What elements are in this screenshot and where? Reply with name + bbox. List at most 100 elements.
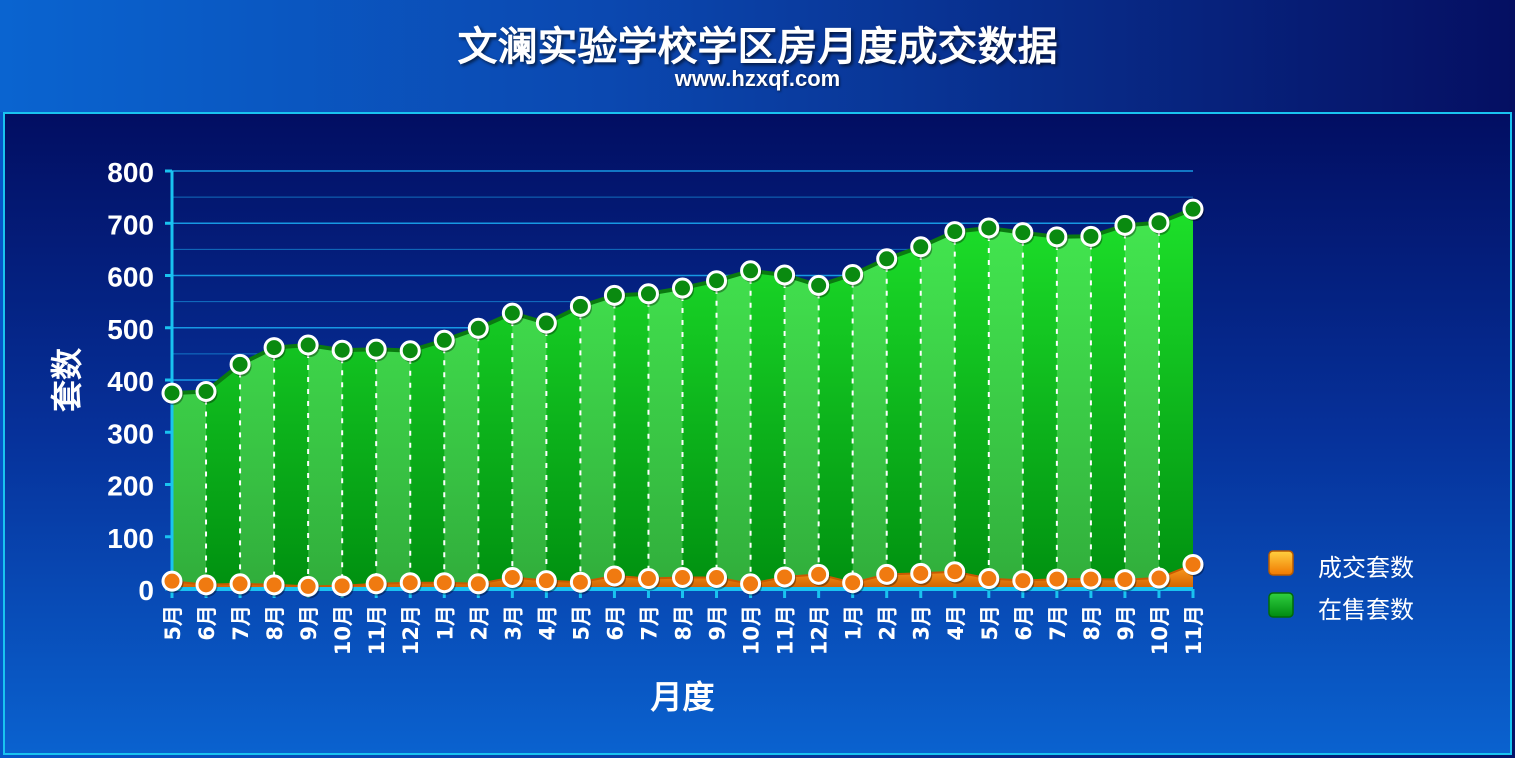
x-tick-label: 9月	[706, 605, 730, 641]
sold-point	[740, 573, 762, 595]
legend-swatch-onsale	[1268, 592, 1294, 618]
onsale-point	[910, 236, 932, 258]
onsale-point	[944, 221, 966, 243]
x-tick-label: 6月	[1012, 605, 1036, 641]
y-tick-label: 200	[107, 471, 154, 502]
onsale-point	[774, 264, 796, 286]
y-tick-label: 700	[107, 209, 154, 240]
x-tick-label: 5月	[569, 605, 593, 641]
sold-point	[603, 565, 625, 587]
x-tick-label: 11月	[1182, 605, 1206, 655]
sold-point	[229, 573, 251, 595]
x-tick-label: 10月	[740, 605, 764, 655]
onsale-stripe	[308, 209, 343, 589]
sold-point	[433, 572, 455, 594]
onsale-point	[399, 340, 421, 362]
x-tick-label: 10月	[1148, 605, 1172, 655]
y-tick-label: 800	[107, 157, 154, 188]
onsale-point	[331, 339, 353, 361]
sold-point	[774, 566, 796, 588]
x-tick-label: 12月	[399, 605, 423, 655]
y-tick-label: 0	[138, 575, 154, 606]
onsale-point	[978, 217, 1000, 239]
sold-point	[263, 574, 285, 596]
y-tick-label: 500	[107, 314, 154, 345]
x-tick-label: 5月	[161, 605, 185, 641]
sold-point	[161, 570, 183, 592]
onsale-point	[1148, 212, 1170, 234]
sold-point	[672, 567, 693, 589]
onsale-point	[1046, 226, 1068, 248]
sold-point	[1046, 568, 1068, 590]
onsale-point	[706, 270, 728, 292]
onsale-point	[842, 263, 864, 285]
x-tick-label: 11月	[365, 605, 389, 655]
onsale-point	[161, 382, 183, 404]
onsale-point	[501, 302, 523, 324]
onsale-point	[467, 317, 489, 339]
legend-label-onsale: 在售套数	[1318, 596, 1414, 624]
onsale-stripe	[580, 209, 615, 589]
onsale-stripe	[648, 209, 683, 589]
onsale-point	[808, 274, 830, 296]
sold-point	[1114, 569, 1136, 591]
y-tick-label: 100	[107, 523, 154, 554]
onsale-stripe	[920, 209, 955, 589]
x-tick-label: 2月	[876, 605, 900, 641]
onsale-point	[637, 283, 659, 305]
onsale-point	[569, 295, 591, 317]
sold-point	[706, 567, 728, 589]
sold-point	[331, 575, 353, 597]
x-tick-label: 8月	[672, 605, 696, 641]
x-tick-label: 7月	[637, 605, 661, 641]
sold-point	[1080, 568, 1102, 590]
onsale-point	[740, 260, 762, 282]
y-tick-label: 400	[107, 366, 154, 397]
x-tick-label: 12月	[808, 605, 832, 655]
onsale-point	[365, 338, 387, 360]
sold-point	[944, 561, 966, 583]
sold-point	[569, 571, 591, 593]
onsale-stripe	[784, 209, 819, 589]
x-tick-label: 6月	[195, 605, 219, 641]
sold-point	[535, 570, 557, 592]
x-tick-label: 9月	[1114, 605, 1138, 641]
sold-point	[467, 573, 489, 595]
onsale-point	[1114, 214, 1136, 236]
onsale-point	[229, 353, 251, 375]
x-tick-label: 5月	[978, 605, 1002, 641]
onsale-stripe	[716, 209, 751, 589]
y-tick-label: 600	[107, 262, 154, 293]
sold-point	[297, 575, 319, 597]
x-tick-label: 2月	[467, 605, 491, 641]
x-tick-label: 8月	[263, 605, 287, 641]
chart-title: 文澜实验学校学区房月度成交数据	[457, 23, 1058, 70]
onsale-point	[1182, 198, 1204, 220]
legend-swatch-sold	[1268, 550, 1294, 576]
y-axis-title: 套数	[48, 347, 86, 412]
sold-point	[195, 574, 217, 596]
x-tick-label: 3月	[501, 605, 525, 641]
sold-point	[1148, 567, 1170, 589]
onsale-point	[1080, 225, 1102, 247]
x-tick-label: 10月	[331, 605, 355, 655]
x-tick-label: 3月	[910, 605, 934, 641]
sold-point	[1182, 553, 1204, 575]
onsale-stripe	[444, 209, 479, 589]
legend-label-sold: 成交套数	[1318, 554, 1414, 582]
x-tick-label: 1月	[433, 605, 457, 641]
x-tick-label: 4月	[944, 605, 968, 641]
onsale-stripe	[172, 209, 207, 589]
onsale-stripes	[172, 209, 1160, 589]
onsale-stripe	[852, 209, 887, 589]
sold-point	[978, 568, 1000, 590]
sold-point	[365, 573, 387, 595]
sold-point	[399, 572, 421, 594]
x-tick-label: 9月	[297, 605, 321, 641]
chart-header: 文澜实验学校学区房月度成交数据 www.hzxqf.com	[0, 0, 1515, 112]
onsale-point	[535, 312, 557, 334]
x-tick-label: 8月	[1080, 605, 1104, 641]
sold-point	[910, 562, 932, 584]
